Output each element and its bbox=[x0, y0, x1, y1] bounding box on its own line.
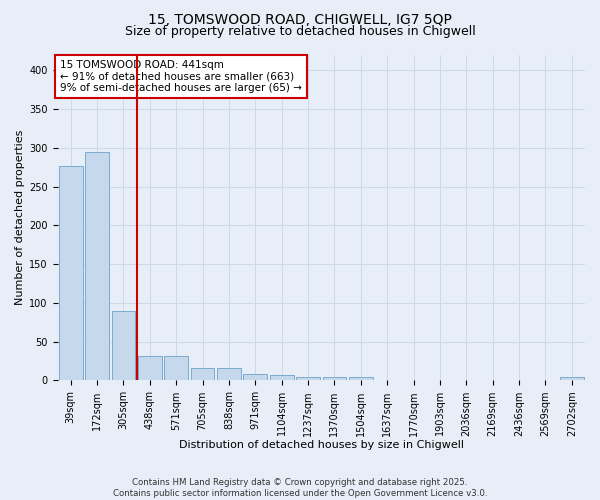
Bar bbox=[138, 356, 161, 380]
Bar bbox=[217, 368, 241, 380]
Bar bbox=[270, 375, 293, 380]
Bar bbox=[560, 378, 584, 380]
Bar bbox=[85, 152, 109, 380]
X-axis label: Distribution of detached houses by size in Chigwell: Distribution of detached houses by size … bbox=[179, 440, 464, 450]
Y-axis label: Number of detached properties: Number of detached properties bbox=[15, 130, 25, 306]
Bar bbox=[349, 378, 373, 380]
Bar bbox=[164, 356, 188, 380]
Bar bbox=[112, 310, 136, 380]
Bar bbox=[244, 374, 267, 380]
Text: 15, TOMSWOOD ROAD, CHIGWELL, IG7 5QP: 15, TOMSWOOD ROAD, CHIGWELL, IG7 5QP bbox=[148, 12, 452, 26]
Text: 15 TOMSWOOD ROAD: 441sqm
← 91% of detached houses are smaller (663)
9% of semi-d: 15 TOMSWOOD ROAD: 441sqm ← 91% of detach… bbox=[60, 60, 302, 93]
Bar bbox=[296, 376, 320, 380]
Bar bbox=[323, 378, 346, 380]
Bar bbox=[59, 166, 83, 380]
Text: Size of property relative to detached houses in Chigwell: Size of property relative to detached ho… bbox=[125, 25, 475, 38]
Bar bbox=[191, 368, 214, 380]
Text: Contains HM Land Registry data © Crown copyright and database right 2025.
Contai: Contains HM Land Registry data © Crown c… bbox=[113, 478, 487, 498]
